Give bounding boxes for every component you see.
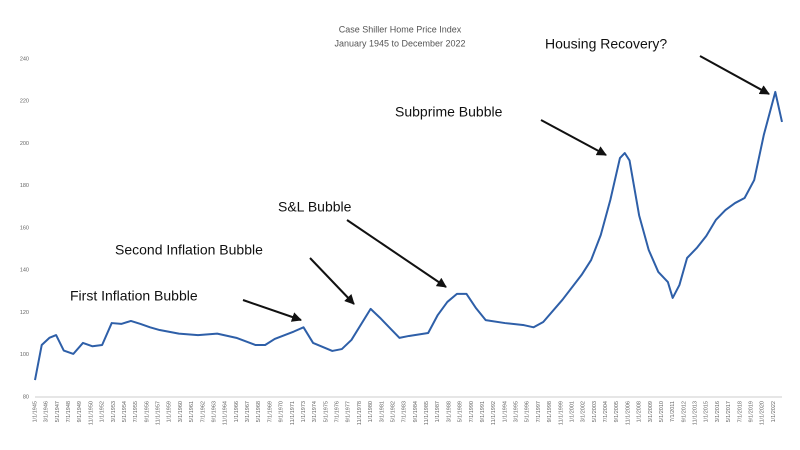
x-tick-label: 11/1/1992	[491, 401, 497, 425]
x-tick-label: 11/1/2006	[625, 401, 631, 425]
x-tick-label: 1/1/1959	[167, 401, 173, 422]
x-tick-label: 9/1/1963	[211, 401, 217, 422]
x-tick-label: 1/1/2001	[569, 401, 575, 422]
x-tick-label: 1/1/1952	[100, 401, 106, 422]
x-tick-label: 3/1/2009	[648, 401, 654, 422]
x-tick-label: 3/1/1967	[245, 401, 251, 422]
x-tick-label: 9/1/1998	[547, 401, 553, 422]
y-tick-label: 240	[20, 56, 29, 62]
x-tick-label: 9/1/1970	[279, 401, 285, 422]
x-tick-label: 1/1/1987	[435, 401, 441, 422]
y-tick-label: 220	[20, 99, 29, 105]
x-tick-label: 3/1/1988	[446, 401, 452, 422]
x-tick-label: 9/1/2005	[614, 401, 620, 422]
x-tick-label: 9/1/1984	[413, 401, 419, 422]
x-tick-label: 3/1/2016	[715, 401, 721, 422]
y-tick-label: 160	[20, 225, 29, 231]
x-tick-label: 11/1/1957	[156, 401, 162, 425]
x-tick-label: 1/1/1966	[234, 401, 240, 422]
x-tick-label: 5/1/1989	[458, 401, 464, 422]
x-tick-label: 3/1/1995	[514, 401, 520, 422]
annotation: First Inflation Bubble	[70, 288, 198, 304]
x-tick-label: 7/1/2004	[603, 401, 609, 422]
x-tick-label: 7/1/1948	[66, 401, 72, 422]
x-tick-label: 5/1/1947	[55, 401, 61, 422]
x-tick-label: 11/1/1964	[223, 401, 229, 425]
annotation: S&L Bubble	[278, 199, 352, 215]
x-tick-label: 9/1/1956	[144, 401, 150, 422]
x-tick-label: 3/1/2002	[581, 401, 587, 422]
x-tick-label: 3/1/1953	[111, 401, 117, 422]
x-tick-label: 9/1/2012	[681, 401, 687, 422]
x-tick-label: 1/1/1994	[502, 401, 508, 422]
arrow	[540, 119, 607, 156]
x-tick-label: 1/1/1945	[32, 401, 38, 422]
line	[34, 90, 783, 381]
x-tick-label: 9/1/1949	[77, 401, 83, 422]
x-tick-label: 11/1/1950	[88, 401, 94, 425]
x-tick-label: 5/1/1954	[122, 401, 128, 422]
arrow	[699, 55, 770, 95]
x-tick-label: 7/1/1962	[200, 401, 206, 422]
chart-title: Case Shiller Home Price Index	[339, 24, 462, 34]
y-tick-label: 140	[20, 268, 29, 274]
x-tick-label: 7/1/1983	[402, 401, 408, 422]
x-tick-label: 7/1/1969	[267, 401, 273, 422]
x-tick-label: 3/1/1981	[379, 401, 385, 422]
x-tick-label: 9/1/1977	[346, 401, 352, 422]
x-tick-label: 5/1/1975	[323, 401, 329, 422]
y-tick-label: 120	[20, 310, 29, 316]
x-tick-label: 7/1/2018	[737, 401, 743, 422]
arrow	[309, 257, 355, 305]
x-tick-label: 9/1/2019	[748, 401, 754, 422]
x-tick-label: 1/1/2022	[771, 401, 777, 422]
x-tick-label: 3/1/1974	[312, 401, 318, 422]
x-tick-label: 7/1/1976	[335, 401, 341, 422]
y-tick-label: 200	[20, 141, 29, 147]
x-tick-label: 9/1/1991	[480, 401, 486, 422]
x-tick-label: 1/1/2015	[704, 401, 710, 422]
x-tick-label: 7/1/1955	[133, 401, 139, 422]
x-tick-label: 11/1/1978	[357, 401, 363, 425]
annotation: Second Inflation Bubble	[115, 242, 263, 258]
x-tick-label: 5/1/2003	[592, 401, 598, 422]
x-tick-label: 11/1/1971	[290, 401, 296, 425]
x-tick-label: 7/1/2011	[670, 401, 676, 422]
x-tick-label: 3/1/1960	[178, 401, 184, 422]
x-tick-label: 5/1/2010	[659, 401, 665, 422]
x-tick-label: 1/1/2008	[637, 401, 643, 422]
x-tick-label: 5/1/2017	[726, 401, 732, 422]
x-tick-label: 7/1/1997	[536, 401, 542, 422]
x-tick-label: 5/1/1961	[189, 401, 195, 422]
x-tick-label: 5/1/1968	[256, 401, 262, 422]
chart-subtitle: January 1945 to December 2022	[334, 38, 465, 48]
x-tick-label: 3/1/1946	[44, 401, 50, 422]
annotation: Subprime Bubble	[395, 104, 503, 120]
y-tick-label: 80	[23, 394, 29, 400]
x-tick-label: 11/1/1985	[424, 401, 430, 425]
x-tick-label: 1/1/1980	[368, 401, 374, 422]
x-tick-label: 11/1/1999	[558, 401, 564, 425]
arrow	[242, 299, 302, 322]
x-tick-label: 5/1/1982	[390, 401, 396, 422]
y-tick-label: 180	[20, 183, 29, 189]
annotation: Housing Recovery?	[545, 36, 667, 52]
x-tick-label: 11/1/2020	[760, 401, 766, 425]
x-tick-label: 1/1/1973	[301, 401, 307, 422]
y-tick-label: 100	[20, 352, 29, 358]
x-tick-label: 11/1/2013	[693, 401, 699, 425]
x-tick-label: 5/1/1996	[525, 401, 531, 422]
x-tick-label: 7/1/1990	[469, 401, 475, 422]
arrow	[346, 219, 447, 288]
